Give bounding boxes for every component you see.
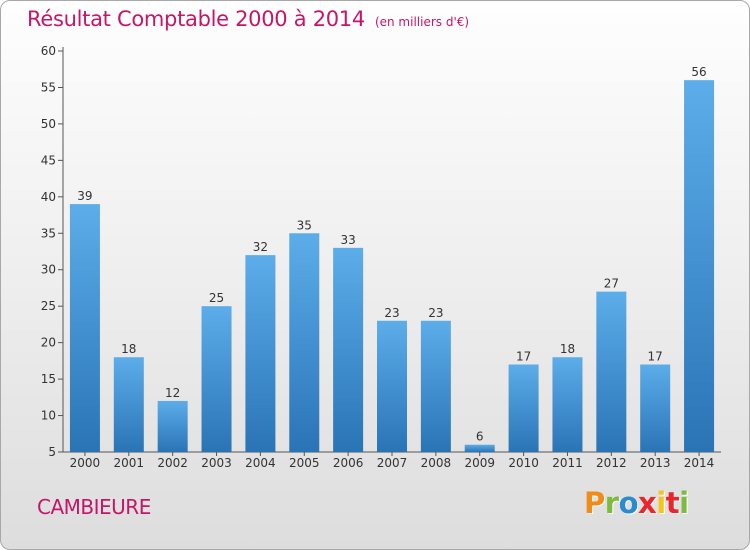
data-label: 56 [691,65,706,79]
bar [333,247,364,452]
data-label: 17 [648,350,663,364]
x-tick-label: 2007 [377,456,408,470]
data-labels: 39 18 12 25 32 35 33 23 23 6 17 18 27 17 56 [77,65,706,444]
bar [201,306,232,452]
data-label: 23 [428,306,443,320]
bar [289,233,320,452]
x-tick-label: 2011 [552,456,583,470]
data-label: 25 [209,291,224,305]
logo-letter: i [656,486,666,520]
x-tick-label: 2002 [157,456,188,470]
data-label: 39 [77,189,92,203]
data-label: 6 [476,430,484,444]
x-tick-label: 2009 [464,456,495,470]
bar [596,291,627,452]
x-tick-label: 2005 [289,456,320,470]
y-tick-label: 20 [41,336,56,350]
bar [420,320,451,452]
logo-letter: x [638,486,657,520]
x-tick-label: 2010 [508,456,539,470]
y-tick-label: 15 [41,372,56,386]
bar [245,255,276,452]
data-label: 27 [604,277,619,291]
data-label: 18 [560,342,575,356]
x-tick-label: 2008 [421,456,452,470]
data-label: 33 [340,233,355,247]
x-tick-label: 2012 [596,456,627,470]
data-label: 35 [297,218,312,232]
axes: 5 10 15 20 25 30 35 40 45 50 55 60 2000 2001 2002 2003 2… [41,44,721,470]
bars [69,80,715,452]
y-tick-label: 45 [41,153,56,167]
bar [684,80,715,452]
y-tick-label: 55 [41,80,56,94]
x-tick-label: 2000 [70,456,101,470]
bar [69,204,100,452]
data-label: 17 [516,350,531,364]
y-tick-label: 60 [41,44,56,58]
y-tick-label: 30 [41,263,56,277]
bar [552,357,583,452]
logo-letter: r [604,486,619,520]
title-text: Résultat Comptable 2000 à 2014 [27,7,365,31]
proxiti-logo: Proxiti [584,486,689,520]
y-tick-label: 35 [41,226,56,240]
commune-name: CAMBIEURE [37,495,151,519]
x-tick-label: 2004 [245,456,276,470]
logo-letter: P [584,486,605,520]
bar [464,444,495,452]
bar [508,364,539,452]
bar [157,400,188,452]
x-tick-label: 2013 [640,456,671,470]
unit-label: (en milliers d'€) [374,15,470,29]
y-tick-label: 10 [41,409,56,423]
y-tick-label: 40 [41,190,56,204]
y-tick-label: 50 [41,117,56,131]
data-label: 23 [384,306,399,320]
x-tick-label: 2006 [333,456,364,470]
data-label: 18 [121,342,136,356]
logo-letter: t [665,486,680,520]
x-tick-label: 2003 [201,456,232,470]
bar [377,320,407,452]
x-tick-label: 2014 [684,456,715,470]
y-tick-label: 5 [48,445,56,459]
data-label: 12 [165,386,180,400]
logo-letter: o [618,486,639,520]
data-label: 32 [253,240,268,254]
bar [640,364,671,452]
logo-letter: i [679,486,689,520]
chart-title: Résultat Comptable 2000 à 2014 (en millie… [27,7,469,31]
y-tick-label: 25 [41,299,56,313]
bar [113,357,144,452]
x-tick-label: 2001 [114,456,145,470]
